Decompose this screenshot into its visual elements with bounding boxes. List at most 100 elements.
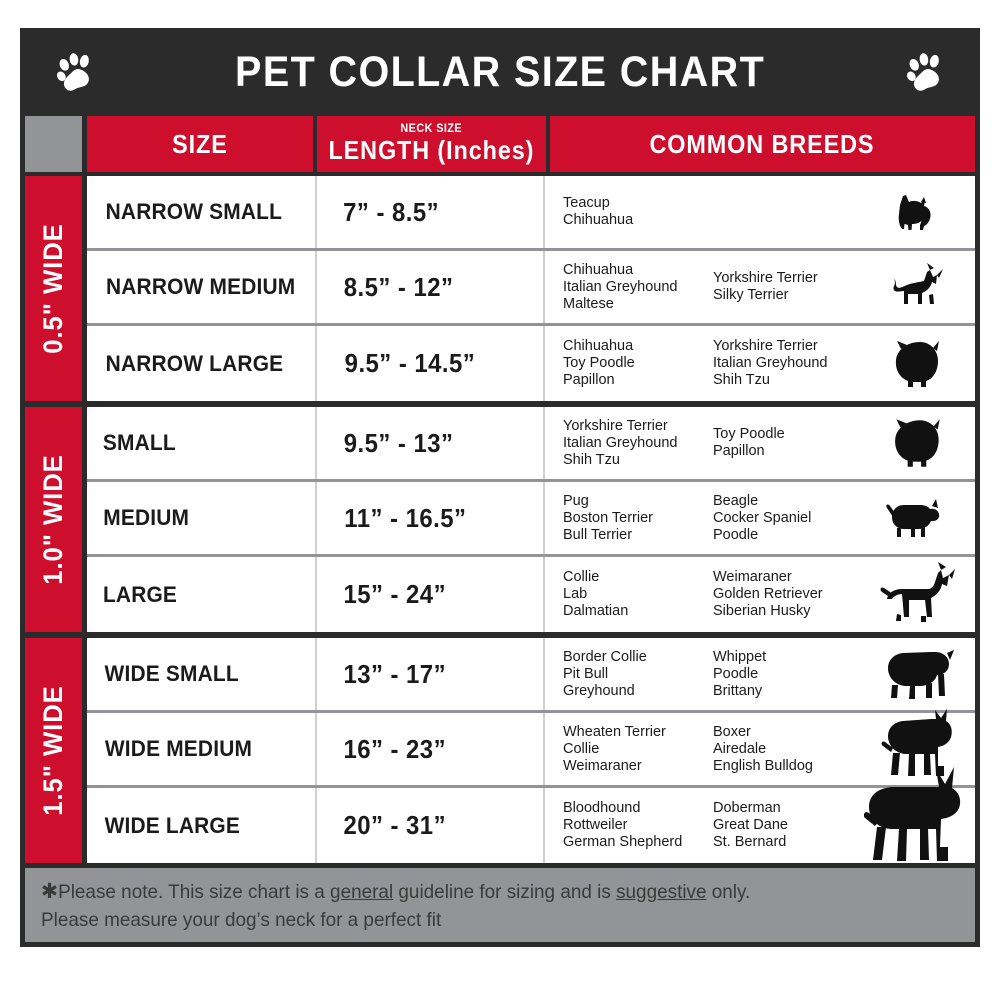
breed-item: Wheaten Terrier [563, 723, 666, 740]
cell-length: 7” - 8.5” [317, 176, 545, 248]
disclaimer-emphasis-suggestive: suggestive [616, 881, 707, 903]
breed-item: Shih Tzu [713, 372, 770, 388]
breed-column-2: Whippet Poodle Brittany [713, 649, 863, 700]
breed-item: Collie [563, 740, 600, 757]
breed-column-1: Border Collie Pit Bull Greyhound [563, 649, 713, 700]
neck-length: 15” - 24” [343, 579, 446, 609]
breed-item: Weimaraner [563, 757, 642, 774]
cell-size: WIDE LARGE [87, 788, 317, 863]
breed-item: Bloodhound [563, 800, 641, 816]
table-row[interactable]: SMALL 9.5” - 13” Yorkshire Terrier Itali… [87, 407, 975, 482]
breed-item: Papillon [563, 372, 615, 388]
breed-item: Chihuahua [563, 212, 634, 228]
breed-item: Poodle [713, 665, 759, 682]
breed-item: Bull Terrier [563, 526, 633, 543]
breed-column-2: Yorkshire Terrier Silky Terrier [713, 270, 863, 304]
group-label: 1.5" WIDE [38, 685, 68, 816]
table-row[interactable]: WIDE SMALL 13” - 17” Border Collie Pit B… [87, 638, 975, 713]
breed-item: Airedale [713, 740, 767, 757]
breed-column-1: Yorkshire Terrier Italian Greyhound Shih… [563, 418, 713, 469]
breed-item: Great Dane [713, 817, 788, 833]
disclaimer-footer: ✱Please note. This size chart is a gener… [20, 863, 980, 947]
table-row[interactable]: MEDIUM 11” - 16.5” Pug Boston Terrier Bu… [87, 482, 975, 557]
cell-length: 13” - 17” [317, 638, 545, 710]
breed-item: Silky Terrier [713, 287, 789, 303]
cell-size: WIDE SMALL [87, 638, 317, 710]
size-group-standard: 1.0" WIDE SMALL 9.5” - 13” Yorkshire Ter… [25, 407, 975, 638]
cell-breeds: Chihuahua Toy Poodle Papillon Yorkshire … [545, 326, 975, 401]
breed-item: Chihuahua [563, 261, 634, 278]
neck-length: 11” - 16.5” [344, 502, 467, 533]
group-rows: WIDE SMALL 13” - 17” Border Collie Pit B… [87, 638, 975, 863]
breed-column-2: Yorkshire Terrier Italian Greyhound Shih… [713, 338, 863, 389]
breed-item: Pit Bull [563, 665, 609, 682]
group-label-tab: 0.5" WIDE [25, 176, 87, 401]
size-group-wide: 1.5" WIDE WIDE SMALL 13” - 17” Border Co… [25, 638, 975, 863]
breed-item: Collie [563, 569, 600, 585]
neck-length: 9.5” - 14.5” [344, 348, 476, 378]
cell-size: NARROW LARGE [87, 326, 317, 401]
breed-column-1: Pug Boston Terrier Bull Terrier [563, 493, 713, 544]
size-name: LARGE [102, 581, 178, 607]
cell-length: 8.5” - 12” [317, 251, 545, 323]
table-row[interactable]: WIDE MEDIUM 16” - 23” Wheaten Terrier Co… [87, 709, 975, 788]
breed-column-2: Beagle Cocker Spaniel Poodle [713, 493, 863, 544]
asterisk-marker: ✱ [41, 880, 59, 903]
breed-item: Toy Poodle [563, 355, 635, 371]
group-label: 0.5" WIDE [38, 223, 68, 354]
cell-breeds: Wheaten Terrier Collie Weimaraner Boxer … [545, 709, 975, 785]
breed-column-1: Collie Lab Dalmatian [563, 569, 713, 620]
breed-item: Brittany [713, 682, 763, 699]
breed-item: Chihuahua [563, 338, 634, 354]
table-row[interactable]: NARROW LARGE 9.5” - 14.5” Chihuahua Toy … [87, 326, 975, 401]
size-name: NARROW LARGE [105, 350, 284, 376]
breed-item: Cocker Spaniel [713, 509, 812, 526]
breed-item: Whippet [713, 648, 767, 665]
breed-item: Italian Greyhound [713, 355, 828, 371]
table-row[interactable]: NARROW MEDIUM 8.5” - 12” Chihuahua Itali… [87, 251, 975, 326]
breed-column-1: Chihuahua Toy Poodle Papillon [563, 338, 713, 389]
breed-item: Yorkshire Terrier [713, 270, 818, 286]
cell-breeds: Collie Lab Dalmatian Weimaraner Golden R… [545, 557, 975, 632]
breed-item: Weimaraner [713, 569, 792, 585]
column-header-breeds: COMMON BREEDS [549, 116, 975, 172]
breed-column-1: Wheaten Terrier Collie Weimaraner [563, 724, 713, 775]
breed-item: Toy Poodle [713, 426, 785, 442]
table-header-row: SIZE NECK SIZE LENGTH (Inches) COMMON BR… [25, 116, 975, 176]
table-row[interactable]: LARGE 15” - 24” Collie Lab Dalmatian Wei… [87, 557, 975, 632]
breed-item: Italian Greyhound [563, 434, 678, 451]
size-name: WIDE LARGE [104, 812, 240, 838]
size-name: NARROW SMALL [105, 199, 283, 224]
table-row[interactable]: WIDE LARGE 20” - 31” Bloodhound Rottweil… [87, 766, 975, 863]
cell-size: SMALL [87, 407, 317, 479]
breed-item: Dalmatian [563, 603, 629, 619]
breed-item: Teacup [563, 195, 610, 211]
breed-item: Boxer [713, 723, 751, 740]
cell-size: LARGE [87, 557, 317, 632]
pomeranian-silhouette-icon [863, 413, 973, 473]
group-label: 1.0" WIDE [38, 454, 68, 585]
disclaimer-line-1: ✱Please note. This size chart is a gener… [41, 878, 931, 906]
size-chart-table: SIZE NECK SIZE LENGTH (Inches) COMMON BR… [20, 116, 980, 863]
size-name: WIDE SMALL [104, 661, 239, 686]
bulldog-silhouette-icon [863, 643, 973, 705]
chart-header-bar: PET COLLAR SIZE CHART [20, 28, 980, 116]
cell-breeds: Bloodhound Rottweiler German Shepherd Do… [545, 766, 975, 863]
breed-item: St. Bernard [713, 834, 787, 850]
pug-silhouette-icon [863, 493, 973, 543]
breed-column-2: Boxer Airedale English Bulldog [713, 724, 863, 775]
cell-length: 16” - 23” [317, 713, 545, 785]
doberman-silhouette-icon [863, 766, 973, 881]
table-row[interactable]: NARROW SMALL 7” - 8.5” Teacup Chihuahua [87, 176, 975, 251]
column-header-length: NECK SIZE LENGTH (Inches) [317, 116, 550, 172]
size-name: NARROW MEDIUM [105, 274, 296, 299]
cell-length: 20” - 31” [317, 788, 545, 863]
yorkshire-terrier-silhouette-icon [863, 187, 973, 237]
cell-length: 9.5” - 14.5” [317, 326, 545, 401]
breed-item: Boston Terrier [563, 509, 653, 526]
column-header-length-sublabel: NECK SIZE [400, 121, 463, 135]
chihuahua-silhouette-icon [863, 261, 973, 313]
breed-item: Italian Greyhound [563, 278, 678, 295]
size-group-narrow: 0.5" WIDE NARROW SMALL 7” - 8.5” Teacup … [25, 176, 975, 407]
neck-length: 20” - 31” [343, 810, 446, 840]
